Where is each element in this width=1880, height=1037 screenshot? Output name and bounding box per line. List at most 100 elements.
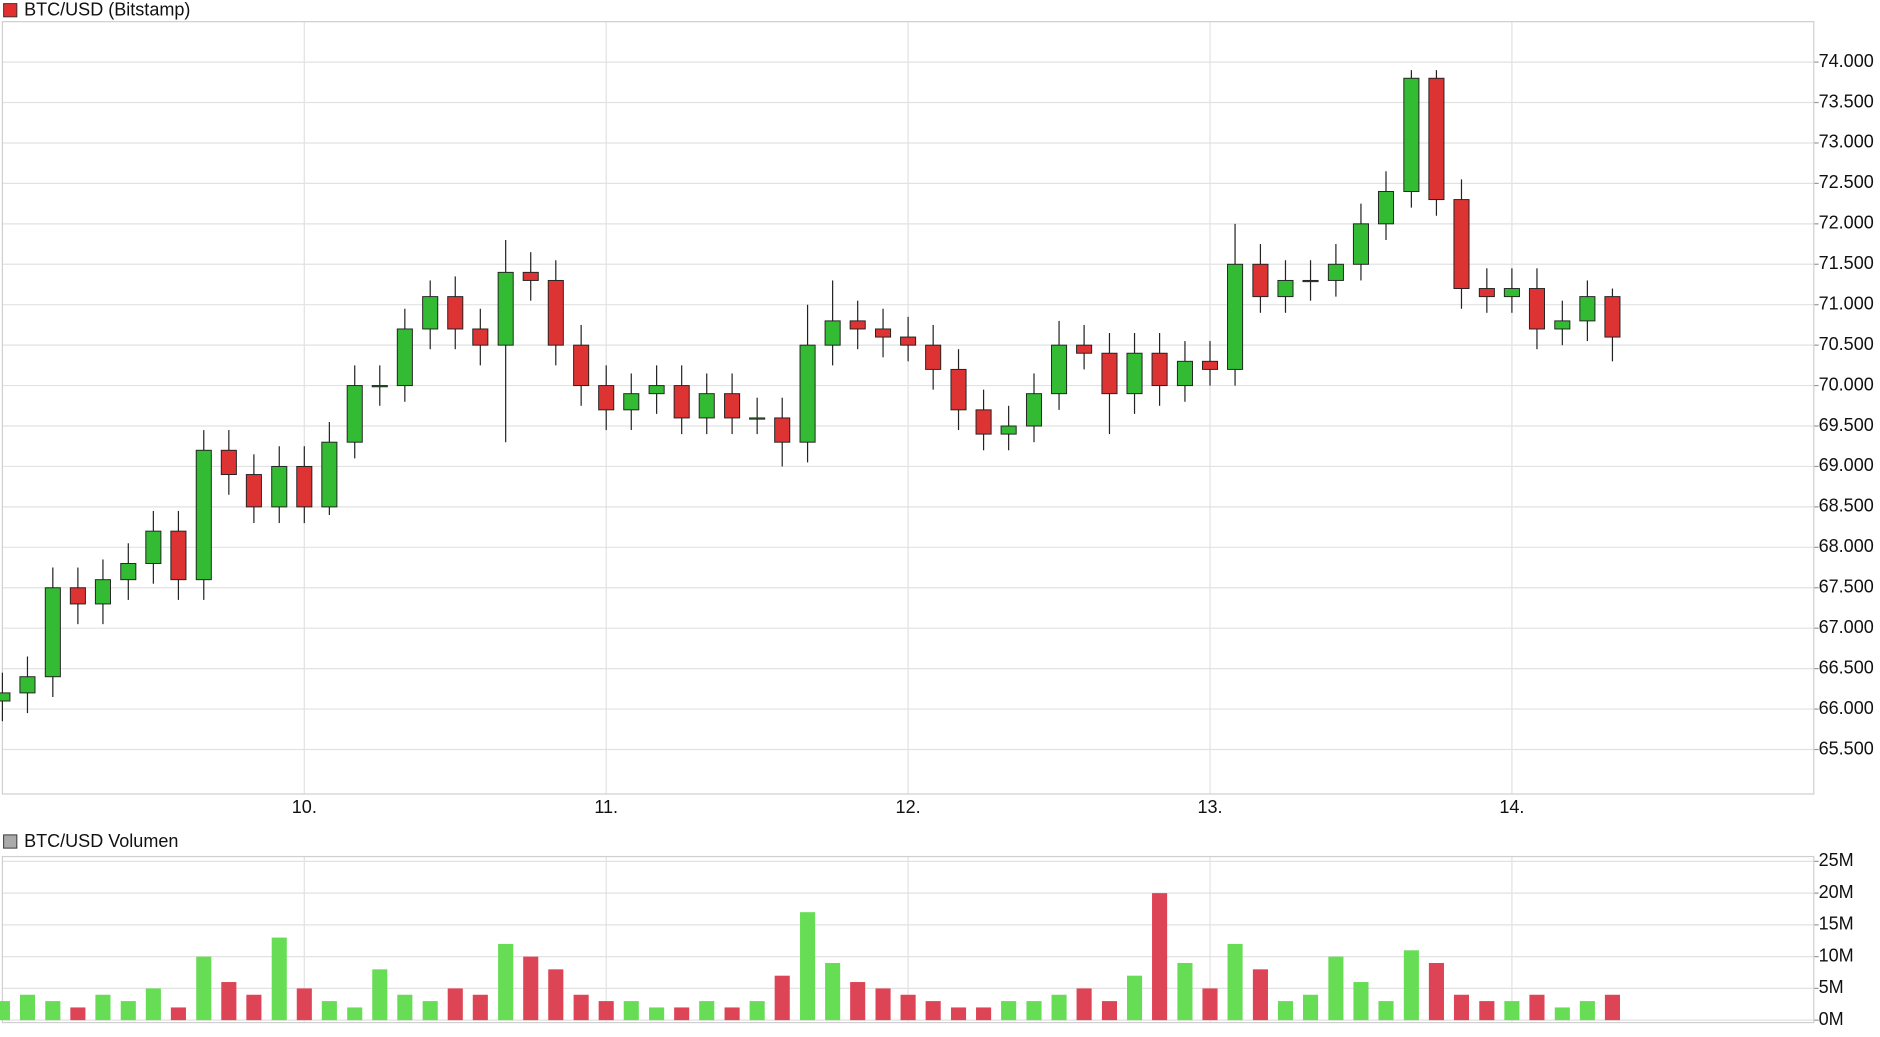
x-tick-label: 14. <box>1499 797 1524 817</box>
y-tick-label: 0M <box>1819 1009 1844 1029</box>
volume-bar <box>724 1007 740 1021</box>
volume-bar <box>1428 962 1444 1021</box>
volume-bar <box>95 994 111 1021</box>
plot-frame <box>1 855 1815 1024</box>
candle-body <box>1252 263 1269 298</box>
volume-bar <box>1529 994 1545 1021</box>
y-tick-label: 10M <box>1819 945 1854 965</box>
y-tick-label: 71.500 <box>1819 253 1874 273</box>
volume-bar <box>950 1007 967 1021</box>
y-tick-label: 73.000 <box>1819 132 1874 152</box>
volume-bar <box>1504 1001 1520 1021</box>
candle-body <box>1453 199 1470 290</box>
y-tick-label: 66.500 <box>1819 657 1874 677</box>
volume-bar <box>1076 988 1092 1021</box>
candle-body <box>1101 352 1118 395</box>
candle-body <box>547 279 564 346</box>
volume-bar <box>347 1007 363 1021</box>
y-tick-label: 66.000 <box>1819 698 1874 718</box>
candle-body <box>824 320 841 346</box>
candle-body <box>950 368 967 411</box>
volume-bar <box>573 994 589 1021</box>
candle-body <box>1302 279 1319 283</box>
candle-body <box>1126 352 1143 395</box>
volume-bar <box>1227 943 1243 1021</box>
candle-body <box>1554 320 1571 330</box>
y-tick-label: 5M <box>1819 977 1844 997</box>
candle-body <box>94 579 111 605</box>
volume-bar <box>649 1007 665 1021</box>
volume-bar <box>246 994 262 1021</box>
volume-bar <box>900 994 916 1021</box>
volume-bar <box>1101 1001 1118 1021</box>
y-tick-label: 68.000 <box>1819 536 1874 556</box>
legend-swatch <box>3 834 18 849</box>
y-tick-label: 15M <box>1819 914 1854 934</box>
candle-body <box>472 328 489 346</box>
volume-bar <box>170 1007 186 1021</box>
candle-body <box>1403 77 1420 192</box>
y-tick-label: 73.500 <box>1819 91 1874 111</box>
candle-body <box>220 449 237 476</box>
volume-bar <box>800 912 816 1021</box>
plot-frame <box>1 21 1815 795</box>
volume-bar <box>875 988 891 1021</box>
volume-bar <box>1403 950 1419 1021</box>
volume-bar <box>674 1007 690 1021</box>
volume-bar <box>1001 1001 1017 1021</box>
volume-bar <box>774 975 790 1021</box>
volume-bar <box>1353 982 1369 1021</box>
legend-swatch <box>3 3 18 18</box>
volume-bar <box>296 988 312 1021</box>
x-tick-label: 13. <box>1197 797 1222 817</box>
volume-bar <box>0 1001 10 1021</box>
volume-bar <box>221 982 237 1021</box>
candle-body <box>1503 288 1520 298</box>
volume-bar <box>1252 969 1268 1021</box>
candle-body <box>849 320 866 330</box>
volume-bar <box>1177 962 1193 1021</box>
volume-bar <box>19 994 36 1021</box>
candle-body <box>1051 344 1068 395</box>
volume-bar <box>1051 994 1067 1021</box>
candle-body <box>145 530 162 564</box>
volume-bar <box>1554 1007 1570 1021</box>
volume-bar <box>623 1001 639 1021</box>
candle-body <box>44 587 61 678</box>
volume-bar <box>1202 988 1218 1021</box>
volume-bar <box>397 994 413 1021</box>
candle-body <box>1428 77 1445 201</box>
x-tick-label: 11. <box>594 797 618 817</box>
volume-bar <box>1328 956 1344 1021</box>
y-tick-label: 70.500 <box>1819 334 1874 354</box>
volume-bar <box>1378 1001 1394 1021</box>
candle-body <box>0 692 11 702</box>
volume-bar <box>70 1007 86 1021</box>
candle-body <box>396 328 413 387</box>
y-tick-label: 69.500 <box>1819 415 1874 435</box>
candle-body <box>296 465 313 508</box>
candle-body <box>1176 360 1193 387</box>
candle-body <box>623 393 640 411</box>
candle-body <box>1327 263 1344 281</box>
candle-body <box>1478 288 1495 298</box>
volume-bar <box>422 1001 438 1021</box>
volume-bar <box>1277 1001 1294 1021</box>
candle-body <box>321 441 338 508</box>
candle-body <box>875 328 892 338</box>
candle-body <box>346 385 363 443</box>
candle-body <box>774 417 791 443</box>
candle-body <box>975 409 992 435</box>
volume-bar <box>523 956 539 1021</box>
y-tick-label: 68.500 <box>1819 496 1874 516</box>
candle-body <box>195 449 212 581</box>
volume-bar <box>472 994 488 1021</box>
candle-body <box>1076 344 1093 354</box>
candle-body <box>1579 296 1596 322</box>
y-tick-label: 72.500 <box>1819 172 1874 192</box>
y-tick-label: 67.500 <box>1819 577 1874 597</box>
volume-bar <box>1453 994 1470 1021</box>
volume-bar <box>1126 975 1143 1021</box>
volume-bar <box>976 1007 992 1021</box>
